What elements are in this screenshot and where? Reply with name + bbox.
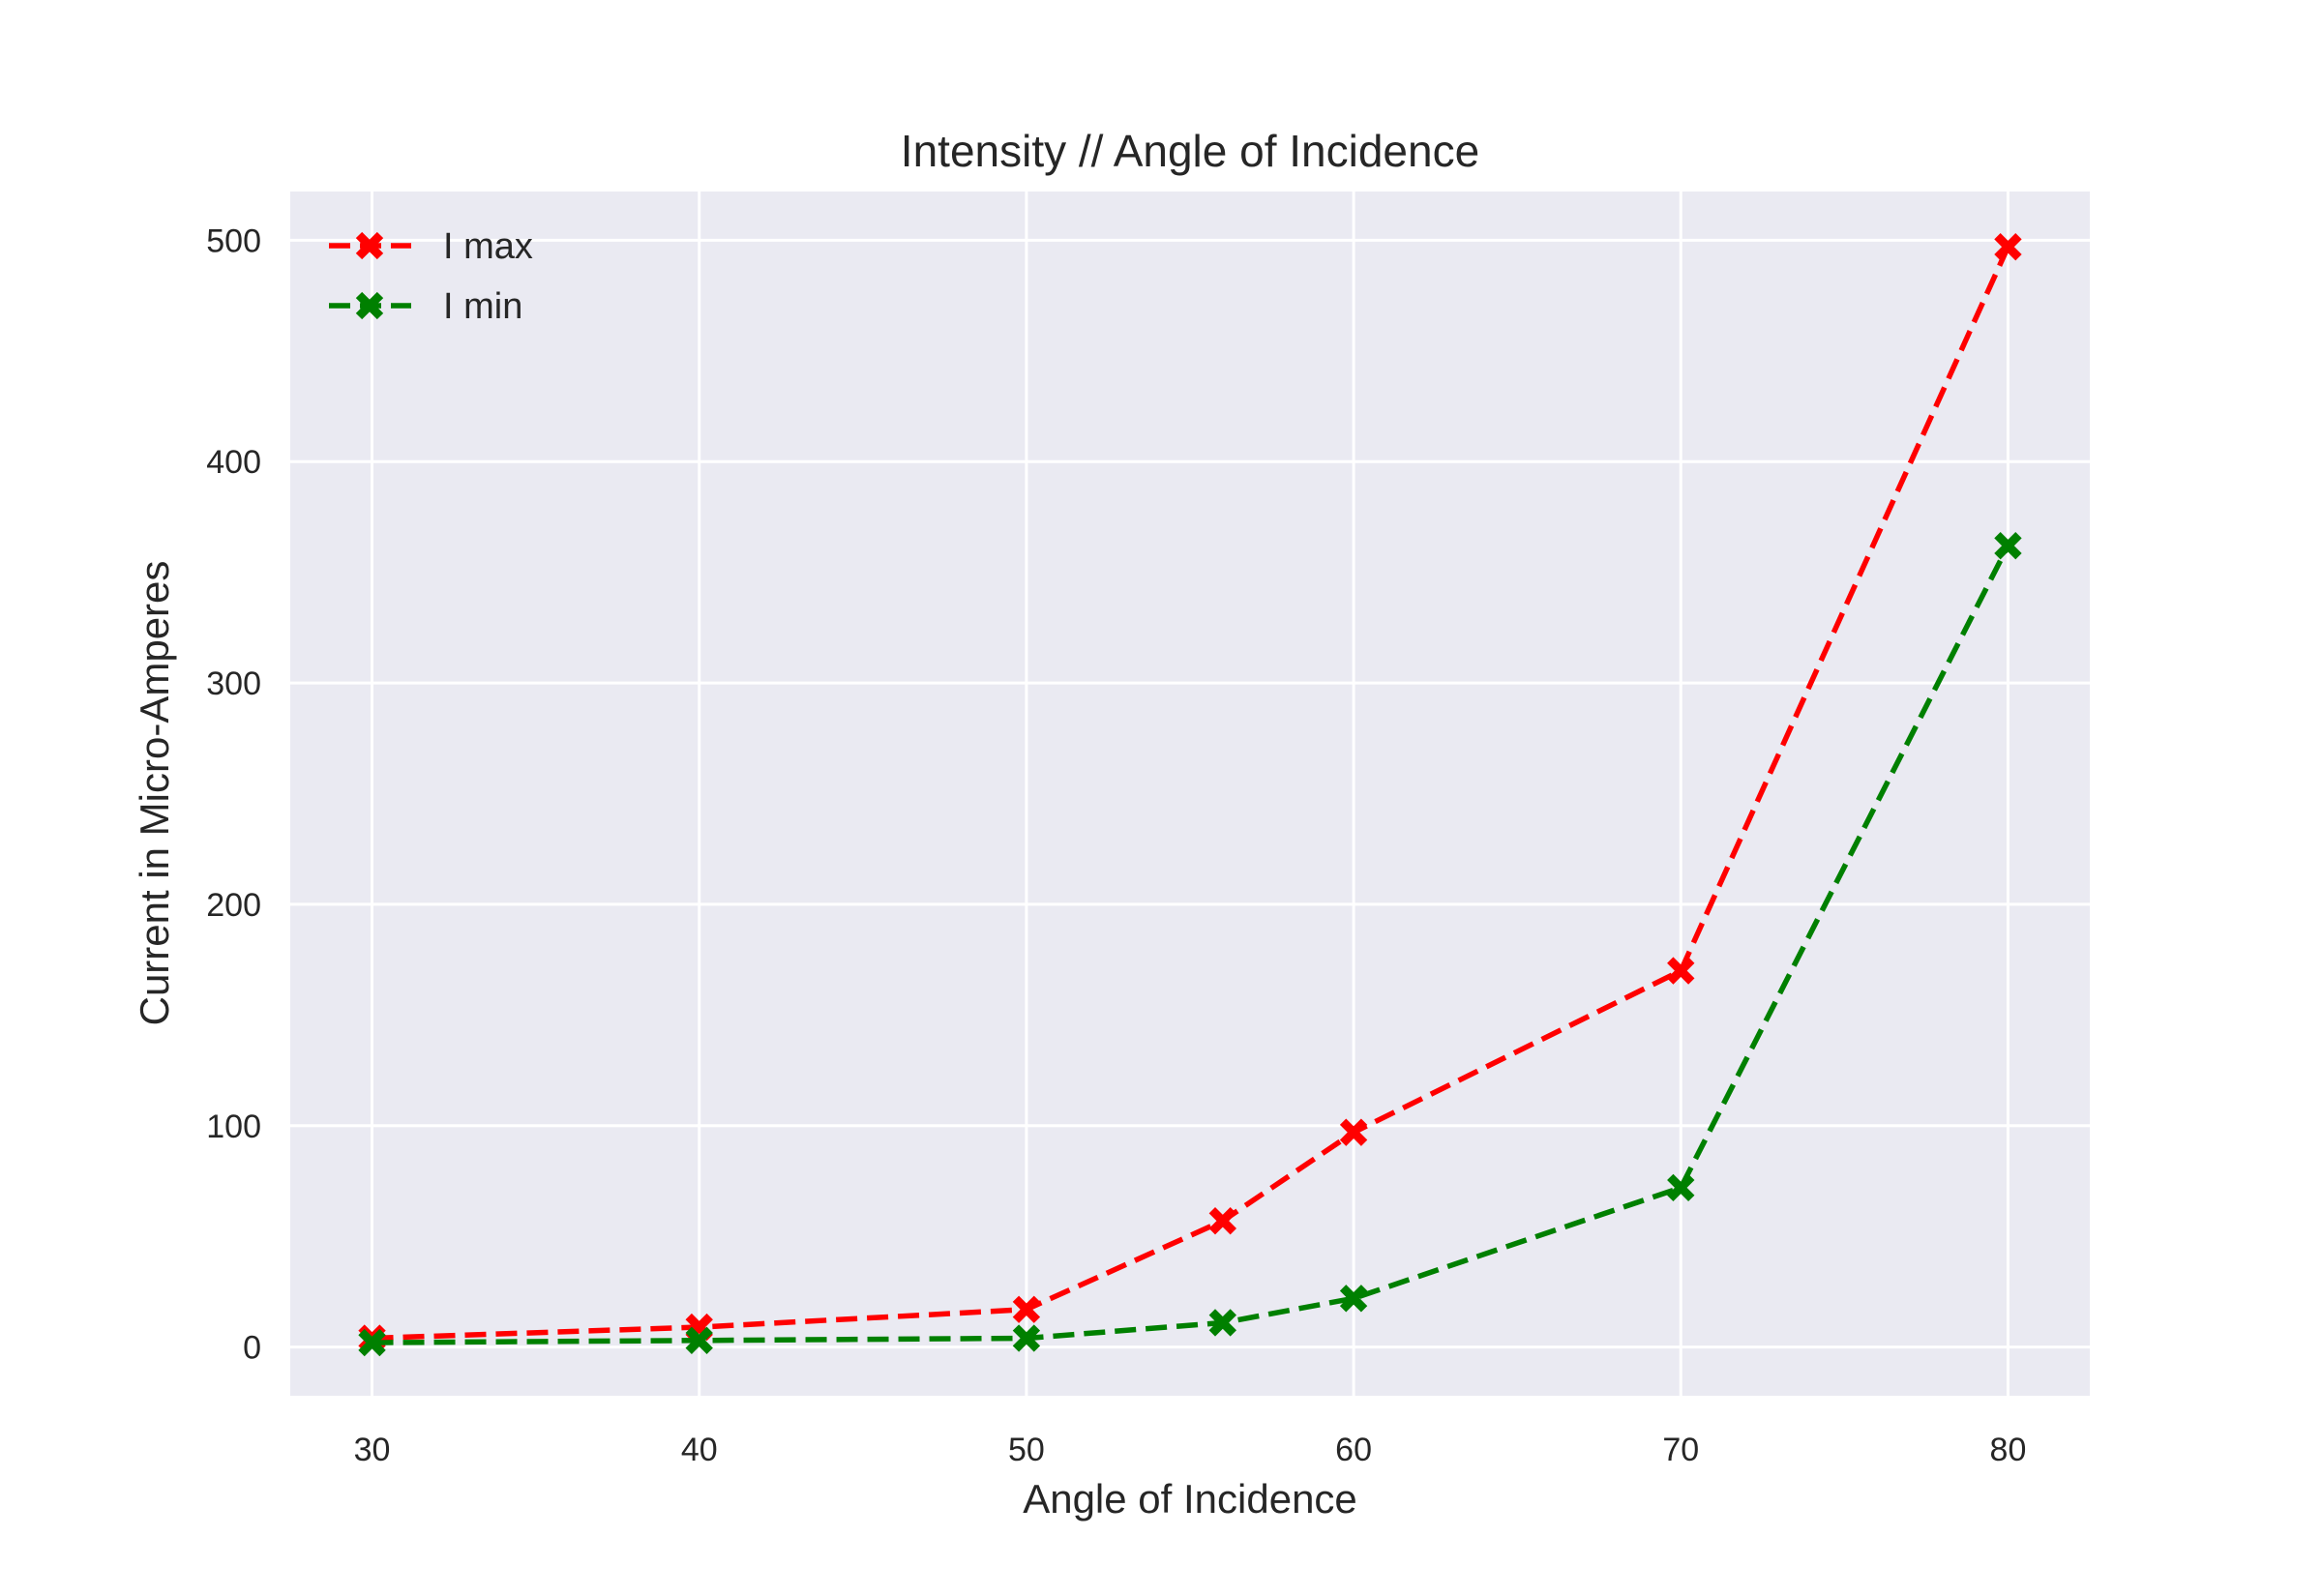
x-axis-title: Angle of Incidence xyxy=(1023,1476,1357,1522)
chart-title: Intensity // Angle of Incidence xyxy=(901,126,1479,176)
y-axis-title: Current in Micro-Amperes xyxy=(132,561,177,1026)
data-point-i-min xyxy=(358,1328,386,1357)
x-tick-label: 70 xyxy=(1662,1432,1699,1468)
tick-labels: 30 40 50 60 70 80 0 100 200 300 400 500 xyxy=(206,222,2026,1468)
legend-item-i-max: I max xyxy=(329,226,533,267)
data-point-i-max xyxy=(1208,1207,1237,1235)
data-point-i-min xyxy=(1339,1285,1368,1313)
data-point-i-min xyxy=(1994,531,2022,560)
y-tick-label: 400 xyxy=(206,444,261,481)
y-tick-label: 500 xyxy=(206,222,261,259)
data-point-i-min xyxy=(685,1326,713,1354)
legend-label: I min xyxy=(443,286,522,327)
data-point-i-max xyxy=(1994,233,2022,261)
series-i-min xyxy=(358,531,2022,1357)
plot-area xyxy=(290,192,2090,1396)
x-tick-label: 80 xyxy=(1990,1432,2027,1468)
data-point-i-max xyxy=(1667,957,1695,985)
y-tick-label: 200 xyxy=(206,887,261,924)
y-tick-label: 0 xyxy=(243,1330,261,1367)
legend-item-i-min: I min xyxy=(329,286,522,327)
data-point-i-min xyxy=(1012,1324,1041,1352)
x-tick-label: 60 xyxy=(1335,1432,1372,1468)
data-point-i-min xyxy=(1208,1309,1237,1337)
legend-label: I max xyxy=(443,226,533,267)
grid xyxy=(290,192,2090,1396)
legend-marker xyxy=(355,291,384,320)
x-tick-label: 50 xyxy=(1008,1432,1045,1468)
legend-marker xyxy=(355,231,384,260)
x-tick-label: 30 xyxy=(354,1432,391,1468)
y-tick-label: 100 xyxy=(206,1108,261,1145)
y-tick-label: 300 xyxy=(206,665,261,702)
x-tick-label: 40 xyxy=(681,1432,718,1468)
legend: I max I min xyxy=(329,226,533,327)
data-point-i-max xyxy=(1012,1295,1041,1323)
data-point-i-max xyxy=(1339,1118,1368,1146)
series-layer xyxy=(358,233,2022,1357)
data-point-i-min xyxy=(1667,1173,1695,1202)
